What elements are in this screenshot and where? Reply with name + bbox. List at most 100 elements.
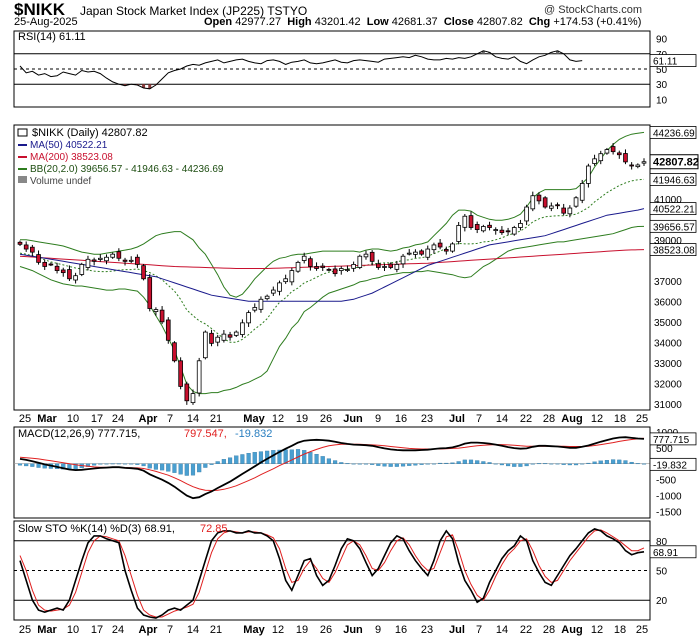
- candle-up: [493, 229, 499, 231]
- candle-up: [413, 251, 418, 255]
- macd-histogram-bar: [450, 462, 455, 464]
- macd-histogram-bar: [135, 463, 140, 465]
- candle-up: [73, 275, 78, 281]
- candle-up: [462, 215, 468, 228]
- candle-up: [98, 257, 103, 260]
- x-axis-label-bottom: Jun: [343, 624, 363, 636]
- macd-histogram-bar: [357, 463, 362, 465]
- price-legend-ma200: MA(200) 38523.08: [30, 152, 113, 163]
- macd-histogram-bar: [160, 463, 165, 471]
- macd-tick-label: -1500: [656, 508, 682, 519]
- macd-histogram-bar: [333, 460, 338, 464]
- rsi-line: [19, 50, 583, 90]
- candle-up: [196, 360, 202, 394]
- x-axis-label-bottom: 16: [395, 624, 407, 636]
- candle-down: [184, 383, 190, 402]
- sto-d-line: [19, 529, 645, 618]
- macd-histogram-bar: [561, 463, 566, 465]
- x-axis-label-price: 10: [67, 413, 79, 425]
- legend-candle-swatch: [17, 128, 28, 137]
- close-tag-box: [649, 154, 699, 170]
- chg-value: +174.53 (+0.41%): [553, 16, 642, 28]
- macd-histogram-bar: [382, 463, 387, 467]
- macd-histogram-bar: [499, 463, 504, 466]
- x-axis-label-bottom: 14: [496, 624, 508, 636]
- macd-histogram-bar: [172, 463, 177, 473]
- macd-histogram-bar: [289, 449, 294, 464]
- candle-up: [203, 331, 208, 359]
- bb-upper-line: [20, 131, 645, 298]
- candle-up: [345, 269, 350, 271]
- x-axis-label-price: 16: [395, 413, 407, 425]
- x-axis-label-bottom: 12: [272, 624, 284, 636]
- price-value-tag-ma200: 38523.08: [653, 246, 695, 257]
- macd-histogram-bar: [623, 460, 628, 464]
- candle-down: [209, 332, 214, 344]
- price-legend-ma50: MA(50) 40522.21: [30, 140, 108, 151]
- candle-down: [147, 277, 153, 309]
- symbol-title: $NIKK: [14, 0, 66, 19]
- x-axis-label-price: Mar: [37, 413, 57, 425]
- low-value: 42681.37: [391, 16, 438, 28]
- x-axis-label-bottom: May: [243, 624, 265, 636]
- candle-up: [511, 227, 517, 235]
- candle-up: [79, 264, 85, 275]
- macd-histogram-bar: [283, 449, 288, 464]
- x-axis-label-bottom: 18: [614, 624, 626, 636]
- macd-histogram-bar: [413, 463, 418, 466]
- macd-histogram-bar: [536, 463, 542, 465]
- macd-value-tag: 777.715: [653, 435, 690, 446]
- price-value-tag-bb_mid-box: [649, 173, 697, 186]
- candle-up: [190, 393, 196, 404]
- x-axis-label-bottom: Apr: [139, 624, 159, 636]
- macd-histogram-bar: [308, 452, 313, 464]
- candle-down: [165, 319, 171, 341]
- x-axis-label-price: 26: [320, 413, 332, 425]
- rsi-tick-label: 10: [656, 95, 668, 106]
- close-value-tag: 42807.82: [653, 157, 699, 169]
- x-axis-label-bottom: 28: [543, 624, 555, 636]
- candle-up: [635, 164, 641, 168]
- ma200-line: [19, 249, 645, 269]
- macd-histogram-bar: [246, 453, 251, 464]
- candle-up: [110, 253, 115, 258]
- candle-up: [586, 165, 591, 184]
- x-axis-label-price: 14: [187, 413, 199, 425]
- candle-down: [122, 259, 128, 262]
- candle-up: [524, 206, 529, 222]
- candle-up: [450, 243, 455, 252]
- macd-histogram-bar: [351, 463, 356, 465]
- macd-histogram-bar: [555, 463, 560, 465]
- macd-histogram-bar: [444, 462, 449, 464]
- macd-histogram-bar: [425, 463, 430, 465]
- price-value-tag-bb_upper-box: [649, 126, 697, 139]
- price-tick-label: 34000: [654, 338, 682, 349]
- candle-down: [135, 256, 140, 265]
- x-axis-label-price: 12: [591, 413, 603, 425]
- macd-histogram-bar: [549, 463, 554, 465]
- candle-up: [264, 295, 270, 300]
- x-axis-label-bottom: Aug: [561, 624, 582, 636]
- macd-histogram-bar: [592, 461, 597, 464]
- x-axis-label-bottom: 23: [421, 624, 433, 636]
- x-axis-label-price: Jul: [449, 413, 465, 425]
- x-axis-label-price: May: [243, 413, 265, 425]
- price-tick-label: 36000: [654, 297, 682, 308]
- candle-up: [221, 333, 227, 341]
- candle-down: [610, 146, 616, 153]
- macd-histogram-bar: [197, 463, 202, 473]
- candle-up: [258, 298, 264, 310]
- macd-histogram-bar: [456, 461, 461, 464]
- candle-down: [326, 268, 332, 271]
- macd-histogram-bar: [30, 463, 35, 467]
- candle-down: [437, 242, 443, 248]
- macd-histogram-bar: [438, 462, 443, 464]
- x-axis-label-bottom: Jul: [449, 624, 465, 636]
- candle-down: [443, 249, 449, 252]
- x-axis-label-price: 19: [296, 413, 308, 425]
- macd-histogram-bar: [17, 463, 23, 466]
- x-axis-label-price: Jun: [343, 413, 363, 425]
- macd-histogram-bar: [326, 458, 331, 464]
- macd-histogram-bar: [475, 460, 480, 464]
- macd-tick-label: -1000: [656, 492, 682, 503]
